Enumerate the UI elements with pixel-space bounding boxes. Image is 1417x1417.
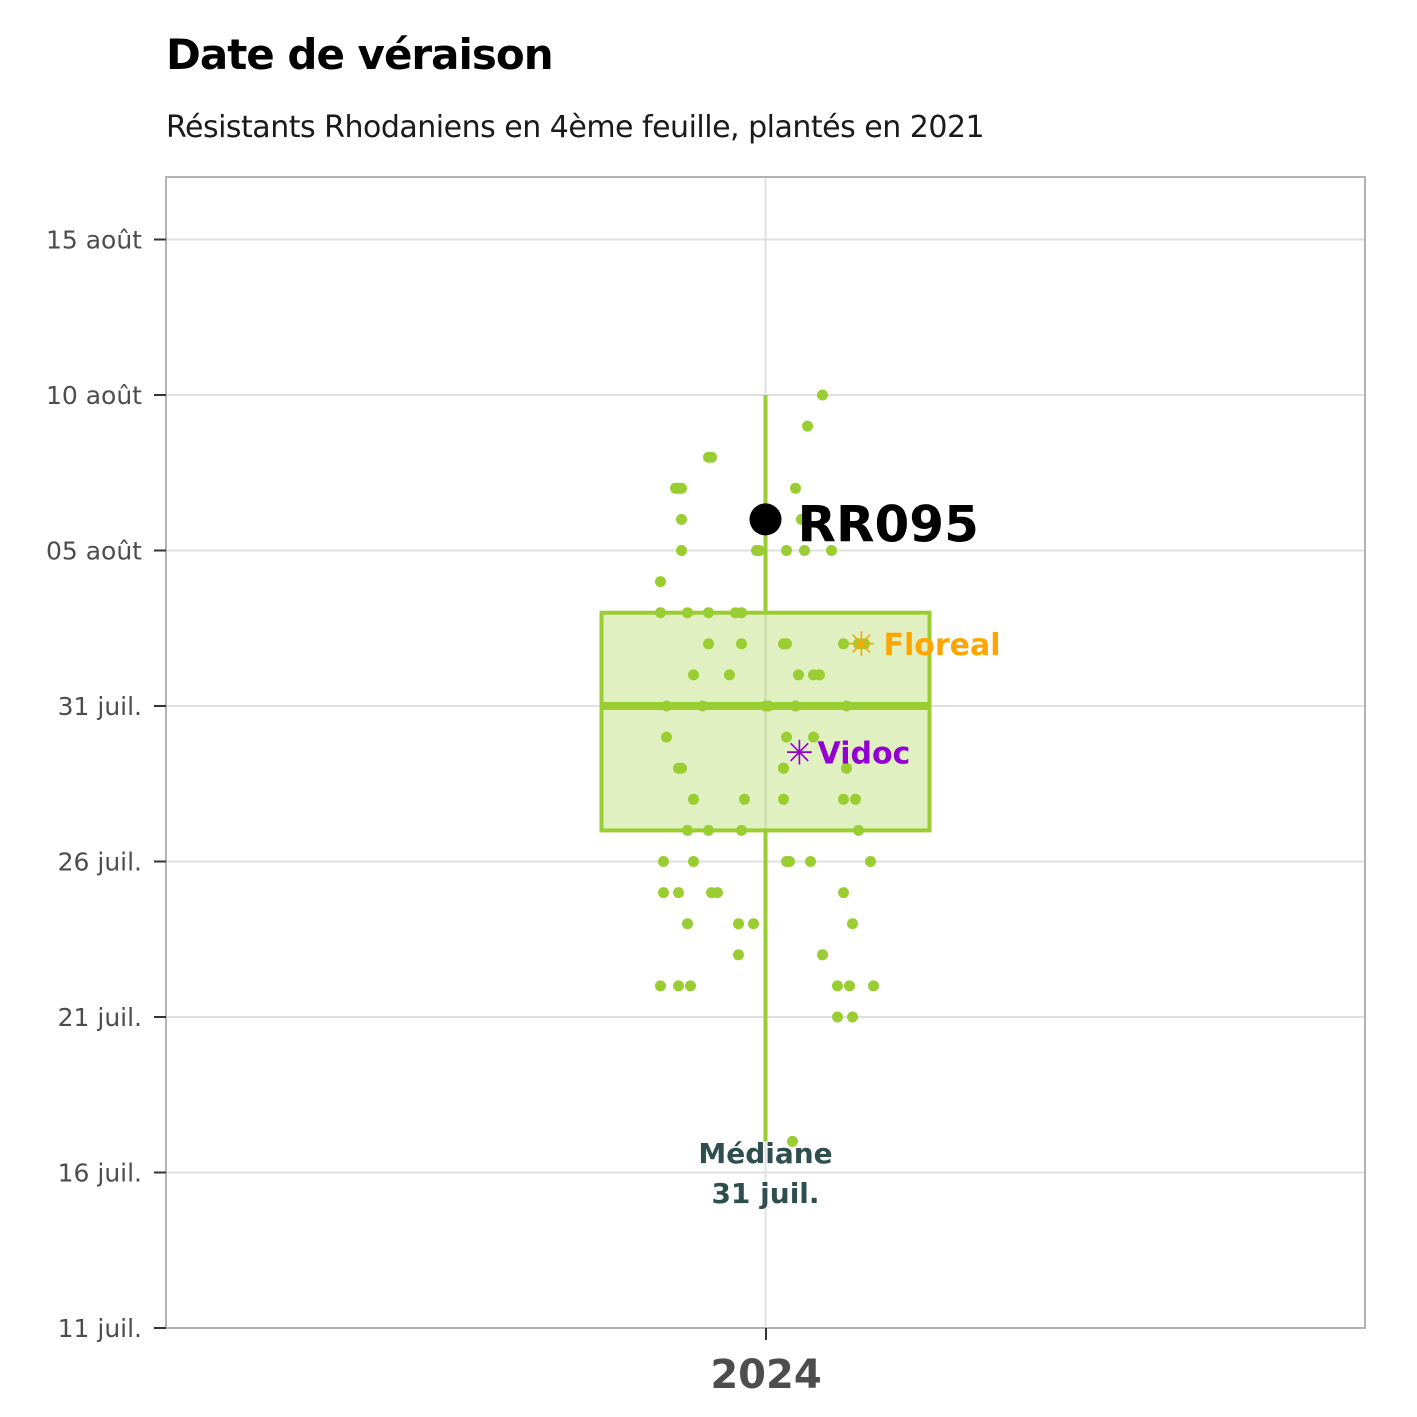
data-point <box>784 856 795 867</box>
data-point <box>841 762 852 774</box>
median-annotation-line2: 31 juil. <box>711 1177 819 1210</box>
y-tick-label: 21 juil. <box>58 1003 142 1032</box>
data-point <box>847 918 858 930</box>
data-point <box>703 824 714 836</box>
data-point <box>781 731 792 743</box>
data-point <box>778 793 789 805</box>
data-point <box>763 700 774 712</box>
highlight-label: RR095 <box>798 495 979 553</box>
data-point <box>724 669 735 681</box>
y-tick-label: 10 août <box>46 381 142 410</box>
jitter-points <box>655 389 879 1147</box>
data-point <box>655 576 666 588</box>
chart-subtitle: Résistants Rhodaniens en 4ème feuille, p… <box>166 110 985 145</box>
data-point <box>655 607 666 619</box>
highlight-point <box>749 503 782 536</box>
data-point <box>682 607 693 619</box>
data-point <box>736 638 747 650</box>
vidoc-label: Vidoc <box>818 737 911 772</box>
data-point <box>865 856 876 867</box>
data-point <box>733 918 744 930</box>
data-point <box>739 793 750 805</box>
data-point <box>799 545 810 556</box>
data-point <box>655 980 666 992</box>
y-tick-label: 15 août <box>46 226 142 255</box>
data-point <box>781 545 792 556</box>
data-point <box>733 949 744 961</box>
data-point <box>658 887 669 899</box>
x-tick-label: 2024 <box>710 1352 821 1398</box>
data-point <box>814 669 825 681</box>
data-point <box>817 949 828 961</box>
box-iqr <box>599 610 932 833</box>
y-tick-label: 16 juil. <box>58 1159 142 1188</box>
y-tick-label: 26 juil. <box>58 848 142 877</box>
data-point <box>802 420 813 432</box>
data-point <box>682 918 693 930</box>
data-point <box>661 731 672 743</box>
data-point <box>688 669 699 681</box>
data-point <box>838 638 849 650</box>
data-point <box>676 762 687 774</box>
data-point <box>790 482 801 494</box>
floreal-star-icon: ✳ <box>847 625 876 665</box>
data-point <box>796 513 807 525</box>
data-point <box>841 700 852 712</box>
data-point <box>805 856 816 867</box>
boxplot <box>599 395 932 1142</box>
y-tick-label: 31 juil. <box>58 692 142 721</box>
data-point <box>703 607 714 619</box>
annotations: RR095 ✳ Floreal ✳ Vidoc Médiane 31 juil. <box>698 495 1000 1210</box>
data-point <box>676 545 687 556</box>
data-point <box>790 700 801 712</box>
data-point <box>703 638 714 650</box>
data-point <box>712 887 723 899</box>
y-axis: 11 juil. 16 juil. 21 juil. 26 juil. 31 juil.… <box>46 226 166 1343</box>
data-point <box>847 1011 858 1023</box>
data-point <box>754 545 765 556</box>
data-point <box>676 482 687 494</box>
floreal-label: Floreal <box>884 628 1001 663</box>
data-point <box>826 545 837 556</box>
data-point <box>781 638 792 650</box>
data-point <box>832 1011 843 1023</box>
data-point <box>658 856 669 867</box>
data-point <box>706 451 717 463</box>
data-point <box>844 980 855 992</box>
data-point <box>868 980 879 992</box>
data-point <box>676 513 687 525</box>
data-point <box>736 607 747 619</box>
data-point <box>688 793 699 805</box>
data-point <box>838 887 849 899</box>
data-point <box>838 793 849 805</box>
x-axis: 2024 <box>710 1328 822 1398</box>
vidoc-star-icon: ✳ <box>785 734 814 774</box>
data-point <box>673 980 684 992</box>
data-point <box>832 980 843 992</box>
y-tick-label: 05 août <box>46 537 142 566</box>
data-point <box>793 669 804 681</box>
data-point <box>673 887 684 899</box>
data-point <box>850 793 861 805</box>
data-point <box>688 856 699 867</box>
data-point <box>787 1135 798 1147</box>
data-point <box>808 731 819 743</box>
data-point <box>748 918 759 930</box>
data-point <box>682 824 693 836</box>
data-point <box>778 762 789 774</box>
data-point <box>859 638 870 650</box>
data-point <box>685 980 696 992</box>
data-point <box>853 824 864 836</box>
data-point <box>817 389 828 401</box>
median-annotation-line1: Médiane <box>698 1137 832 1170</box>
data-point <box>736 824 747 836</box>
data-point <box>661 700 672 712</box>
chart-title: Date de véraison <box>166 30 554 79</box>
data-point <box>697 700 708 712</box>
y-tick-label: 11 juil. <box>58 1314 142 1343</box>
